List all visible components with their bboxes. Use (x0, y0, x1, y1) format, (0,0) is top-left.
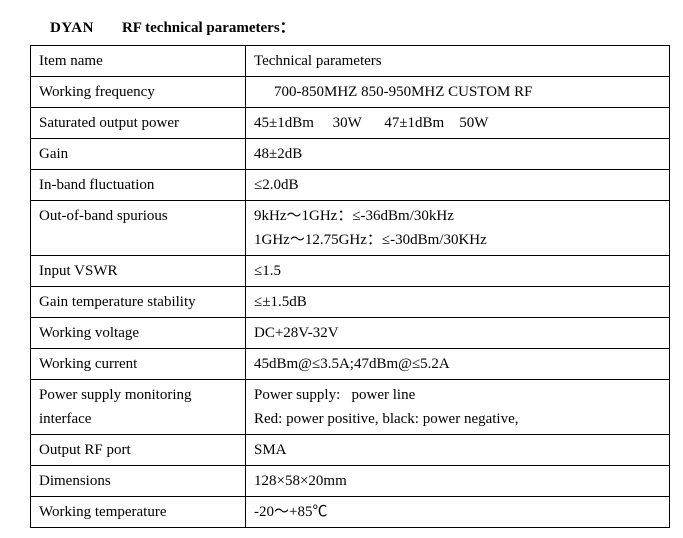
param-label: Working current (31, 349, 246, 380)
param-value: 45±1dBm 30W 47±1dBm 50W (246, 108, 670, 139)
table-row: Gain temperature stability≤±1.5dB (31, 287, 670, 318)
table-row: Out-of-band spurious9kHz～1GHz：≤-36dBm/30… (31, 201, 670, 256)
page-title: DYAN RF technical parameters： (50, 16, 663, 37)
param-label: Saturated output power (31, 108, 246, 139)
brand-name: DYAN (50, 20, 94, 36)
table-row: Saturated output power45±1dBm 30W 47±1dB… (31, 108, 670, 139)
table-row: Working voltageDC+28V-32V (31, 318, 670, 349)
param-label: Out-of-band spurious (31, 201, 246, 256)
param-label: Working temperature (31, 497, 246, 528)
param-label: In-band fluctuation (31, 170, 246, 201)
param-value: 9kHz～1GHz：≤-36dBm/30kHz1GHz～12.75GHz：≤-3… (246, 201, 670, 256)
table-row: Gain48±2dB (31, 139, 670, 170)
table-row: Input VSWR≤1.5 (31, 256, 670, 287)
param-value: DC+28V-32V (246, 318, 670, 349)
param-label: Output RF port (31, 435, 246, 466)
param-label: Gain (31, 139, 246, 170)
param-label: Gain temperature stability (31, 287, 246, 318)
param-label: Power supply monitoring interface (31, 380, 246, 435)
param-value: 128×58×20mm (246, 466, 670, 497)
table-row: Power supply monitoring interfacePower s… (31, 380, 670, 435)
param-label: Working voltage (31, 318, 246, 349)
param-value: Power supply: power lineRed: power posit… (246, 380, 670, 435)
title-text: RF technical parameters： (122, 20, 295, 36)
param-value: Technical parameters (246, 46, 670, 77)
param-label: Dimensions (31, 466, 246, 497)
param-value: ≤1.5 (246, 256, 670, 287)
table-row: Working frequency700-850MHZ 850-950MHZ C… (31, 77, 670, 108)
table-row: Working temperature-20～+85℃ (31, 497, 670, 528)
table-row: Output RF portSMA (31, 435, 670, 466)
table-row: Item nameTechnical parameters (31, 46, 670, 77)
param-label: Item name (31, 46, 246, 77)
param-value: SMA (246, 435, 670, 466)
param-value: 48±2dB (246, 139, 670, 170)
table-row: Working current45dBm@≤3.5A;47dBm@≤5.2A (31, 349, 670, 380)
param-label: Input VSWR (31, 256, 246, 287)
param-value: 45dBm@≤3.5A;47dBm@≤5.2A (246, 349, 670, 380)
table-row: In-band fluctuation≤2.0dB (31, 170, 670, 201)
param-label: Working frequency (31, 77, 246, 108)
param-value: 700-850MHZ 850-950MHZ CUSTOM RF (246, 77, 670, 108)
params-table: Item nameTechnical parametersWorking fre… (30, 45, 670, 528)
table-row: Dimensions128×58×20mm (31, 466, 670, 497)
param-value: ≤2.0dB (246, 170, 670, 201)
param-value: -20～+85℃ (246, 497, 670, 528)
param-value: ≤±1.5dB (246, 287, 670, 318)
